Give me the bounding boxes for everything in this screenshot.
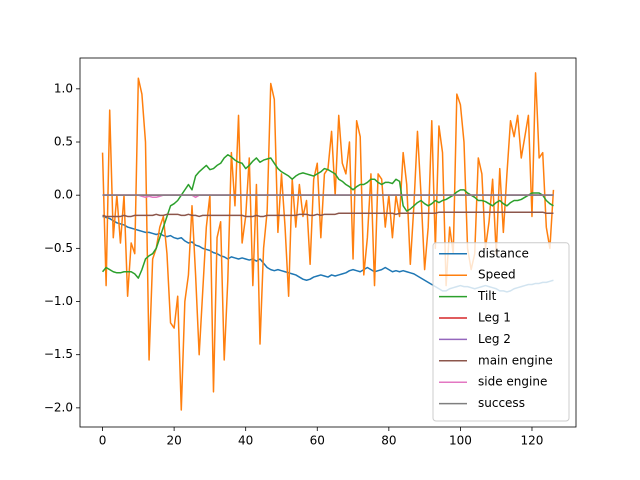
series-line [101, 154, 554, 279]
y-tick-label: −0.5 [44, 241, 73, 255]
y-tick-label: 0.5 [54, 135, 73, 149]
x-tick-label: 60 [310, 434, 325, 448]
legend-label: Tilt [477, 289, 497, 303]
x-tick-label: 0 [99, 434, 107, 448]
y-tick-label: −2.0 [44, 400, 73, 414]
legend: distance Speed Tilt Leg 1 Leg 2 main engine si… [432, 242, 570, 422]
x-tick-label: 40 [238, 434, 253, 448]
axes-frame [79, 57, 577, 428]
x-tick-label: 100 [449, 434, 472, 448]
y-tick-label: −1.0 [44, 294, 73, 308]
legend-label: Leg 2 [478, 332, 511, 346]
y-tick-label: −1.5 [44, 347, 73, 361]
series-line [102, 211, 554, 218]
legend-label: Speed [478, 268, 516, 282]
series-line [101, 72, 555, 411]
legend-label: success [478, 396, 525, 410]
legend-label: Leg 1 [478, 311, 511, 325]
y-tick-label: 1.0 [54, 81, 73, 95]
legend-label: main engine [478, 353, 553, 367]
legend-box [432, 242, 570, 422]
x-tick-label: 20 [166, 434, 181, 448]
x-tick-label: 120 [521, 434, 544, 448]
legend-label: distance [478, 246, 529, 260]
y-tick-label: 0.0 [54, 188, 73, 202]
x-tick-label: 80 [381, 434, 396, 448]
legend-label: side engine [478, 375, 547, 389]
